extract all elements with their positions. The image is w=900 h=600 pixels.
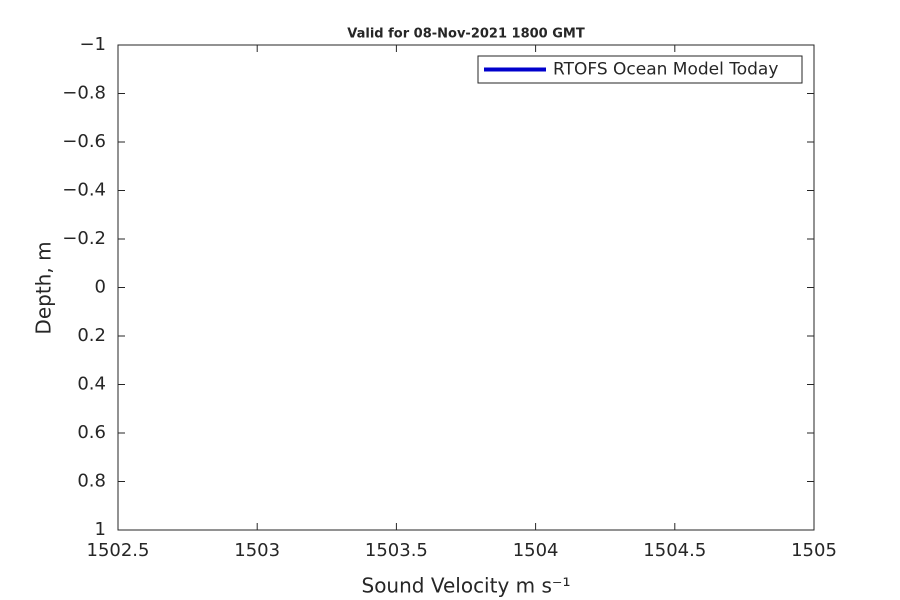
x-tick-label: 1503.5 xyxy=(365,540,428,561)
y-tick-label: 0.2 xyxy=(77,325,106,346)
x-axis-label: Sound Velocity m s⁻¹ xyxy=(362,574,571,598)
y-tick-label: 0.6 xyxy=(77,422,106,443)
y-tick-label: −0.2 xyxy=(62,228,106,249)
y-axis-label: Depth, m xyxy=(32,241,56,334)
x-tick-label: 1505 xyxy=(791,540,837,561)
y-tick-label: 0.4 xyxy=(77,374,106,395)
x-tick-label: 1504 xyxy=(513,540,559,561)
y-tick-label: 0.8 xyxy=(77,471,106,492)
y-tick-label: −0.6 xyxy=(62,131,106,152)
y-tick-label: −0.8 xyxy=(62,83,106,104)
chart-title: Valid for 08-Nov-2021 1800 GMT xyxy=(347,27,585,42)
x-tick-label: 1503 xyxy=(234,540,280,561)
x-tick-label: 1502.5 xyxy=(87,540,150,561)
y-tick-label: 1 xyxy=(95,519,106,540)
x-tick-label: 1504.5 xyxy=(643,540,706,561)
y-tick-label: −0.4 xyxy=(62,180,106,201)
y-tick-label: −1 xyxy=(79,34,106,55)
y-tick-label: 0 xyxy=(95,277,106,298)
legend-box xyxy=(477,55,803,84)
legend-label: RTOFS Ocean Model Today xyxy=(553,60,778,80)
